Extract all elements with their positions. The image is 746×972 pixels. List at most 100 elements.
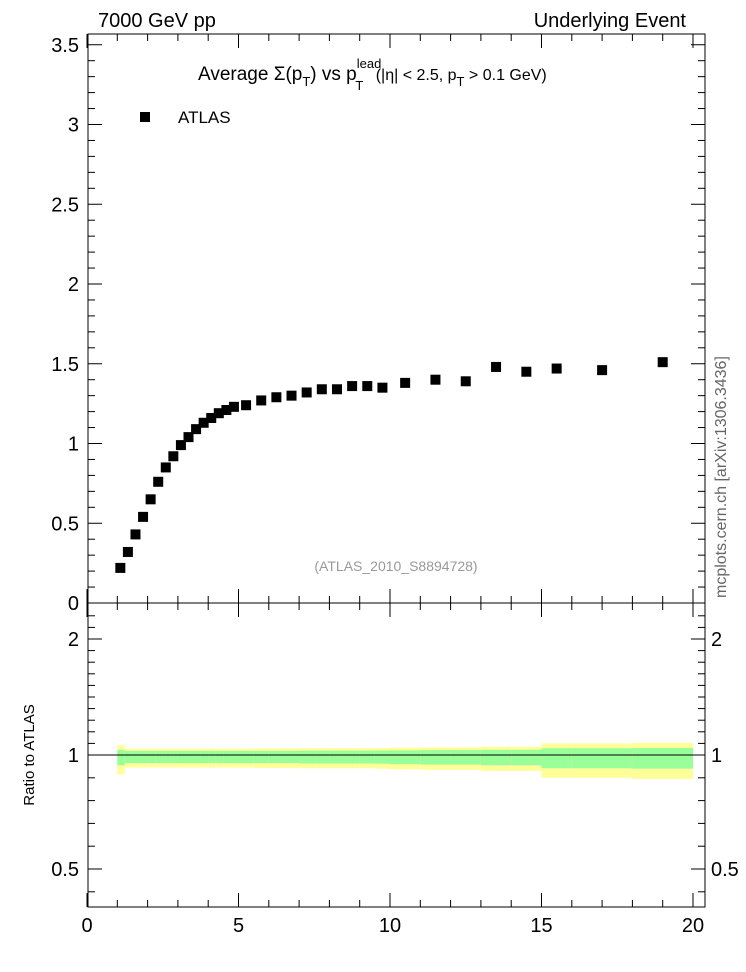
stat-uncertainty-band bbox=[208, 750, 216, 763]
data-point bbox=[316, 384, 327, 395]
title-cond1: (|η| < 2.5, p bbox=[371, 67, 456, 84]
stat-uncertainty-band bbox=[177, 750, 186, 763]
ratio-axis-ticks: 0.5 0.51 12 20 5 10 15 20 bbox=[51, 603, 739, 937]
stat-uncertainty-band bbox=[420, 750, 451, 765]
title-sup-lead: lead bbox=[357, 56, 382, 71]
y-tick-label: 3 bbox=[68, 115, 79, 137]
data-point bbox=[168, 451, 179, 462]
upper-plot-panel: 00.511.522.533.5 Average Σ(pT) vs plead T… bbox=[51, 33, 706, 615]
data-point bbox=[430, 374, 441, 385]
x-tick-label: 0 bbox=[81, 915, 92, 937]
y-tick-label: 1.5 bbox=[51, 354, 79, 376]
stat-uncertainty-band bbox=[238, 750, 254, 763]
atlas-data-points bbox=[115, 357, 668, 573]
stat-uncertainty-band bbox=[200, 750, 209, 763]
stat-uncertainty-band bbox=[359, 750, 375, 764]
analysis-label: (ATLAS_2010_S8894728) bbox=[314, 558, 477, 574]
data-point bbox=[115, 562, 126, 573]
ratio-y-tick-label: 0.5 bbox=[51, 859, 79, 881]
stat-uncertainty-band bbox=[162, 750, 171, 763]
data-point bbox=[191, 424, 202, 435]
data-point bbox=[175, 440, 186, 451]
data-point bbox=[521, 366, 532, 377]
stat-uncertainty-band bbox=[155, 750, 163, 763]
stat-uncertainty-band bbox=[329, 750, 345, 764]
ratio-y-tick-label-right: 2 bbox=[711, 629, 722, 651]
data-point bbox=[153, 476, 164, 487]
data-point bbox=[145, 494, 156, 505]
stat-uncertainty-band bbox=[374, 750, 390, 764]
ratio-y-tick-label-right: 1 bbox=[711, 745, 722, 767]
data-point bbox=[130, 529, 141, 540]
x-tick-label: 10 bbox=[379, 915, 401, 937]
x-tick-label: 20 bbox=[682, 915, 704, 937]
stat-uncertainty-band bbox=[511, 749, 542, 766]
data-point bbox=[228, 401, 239, 412]
stat-uncertainty-band bbox=[140, 750, 148, 763]
upper-axis-ticks: 0 0.5 1 1.5 2 2.5 3 3.5 bbox=[51, 34, 705, 615]
stat-uncertainty-band bbox=[147, 750, 156, 763]
stat-uncertainty-band bbox=[215, 750, 224, 763]
stat-uncertainty-band bbox=[230, 750, 239, 763]
stat-uncertainty-band bbox=[132, 750, 141, 763]
data-point bbox=[122, 546, 133, 557]
legend-marker-atlas bbox=[140, 112, 150, 122]
data-point bbox=[286, 390, 297, 401]
data-point bbox=[331, 384, 342, 395]
stat-uncertainty-band bbox=[299, 750, 315, 764]
stat-uncertainty-band bbox=[450, 750, 481, 765]
y-tick-label: 2.5 bbox=[51, 194, 79, 216]
ratio-uncertainty-bands bbox=[117, 742, 693, 779]
header-right-label: Underlying Event bbox=[534, 10, 687, 32]
stat-uncertainty-band bbox=[314, 750, 330, 764]
data-point bbox=[213, 408, 224, 419]
ratio-y-axis-label: Ratio to ATLAS bbox=[21, 704, 38, 805]
data-point bbox=[271, 392, 282, 403]
title-prefix: Average Σ(p bbox=[198, 64, 302, 85]
data-point bbox=[347, 381, 358, 392]
title-sub-t1: T bbox=[302, 74, 310, 89]
stat-uncertainty-band bbox=[541, 748, 572, 769]
chart-title: Average Σ(pT) vs plead T (|η| < 2.5, pT >… bbox=[198, 56, 547, 93]
data-point bbox=[377, 382, 388, 393]
data-point bbox=[400, 377, 411, 388]
x-tick-label: 15 bbox=[530, 915, 552, 937]
data-point bbox=[138, 511, 149, 522]
data-point bbox=[183, 432, 194, 443]
data-point bbox=[241, 400, 252, 411]
stat-uncertainty-band bbox=[124, 750, 133, 763]
title-sub-t2: T bbox=[355, 78, 363, 93]
stat-uncertainty-band bbox=[480, 749, 512, 766]
ratio-plot-panel: 0.5 0.51 12 20 5 10 15 20 Ratio to ATLAS bbox=[21, 602, 739, 937]
stat-uncertainty-band bbox=[117, 749, 125, 766]
data-point bbox=[160, 462, 171, 473]
stat-uncertainty-band bbox=[193, 750, 201, 763]
title-mid: ) vs p bbox=[310, 64, 356, 85]
x-tick-label: 5 bbox=[233, 915, 244, 937]
data-point bbox=[256, 395, 267, 406]
data-point bbox=[597, 365, 608, 376]
y-tick-label: 0 bbox=[68, 593, 79, 615]
ratio-y-tick-label: 2 bbox=[68, 629, 79, 651]
title-sub-t3: T bbox=[457, 74, 465, 89]
stat-uncertainty-band bbox=[390, 750, 421, 765]
stat-uncertainty-band bbox=[185, 750, 194, 763]
data-point bbox=[206, 412, 217, 423]
stat-uncertainty-band bbox=[170, 750, 178, 763]
data-point bbox=[551, 363, 562, 374]
data-point bbox=[491, 361, 502, 372]
stat-uncertainty-band bbox=[344, 750, 360, 764]
data-point bbox=[301, 387, 312, 398]
stat-uncertainty-band bbox=[571, 748, 633, 769]
data-point bbox=[460, 376, 471, 387]
y-tick-label: 3.5 bbox=[51, 35, 79, 57]
header-left-label: 7000 GeV pp bbox=[98, 10, 216, 32]
stat-uncertainty-band bbox=[268, 750, 284, 763]
data-point bbox=[657, 357, 668, 368]
legend-label-atlas: ATLAS bbox=[178, 108, 231, 127]
stat-uncertainty-band bbox=[632, 748, 693, 769]
y-tick-label: 2 bbox=[68, 274, 79, 296]
stat-uncertainty-band bbox=[223, 750, 231, 763]
ratio-y-tick-label-right: 0.5 bbox=[711, 859, 739, 881]
